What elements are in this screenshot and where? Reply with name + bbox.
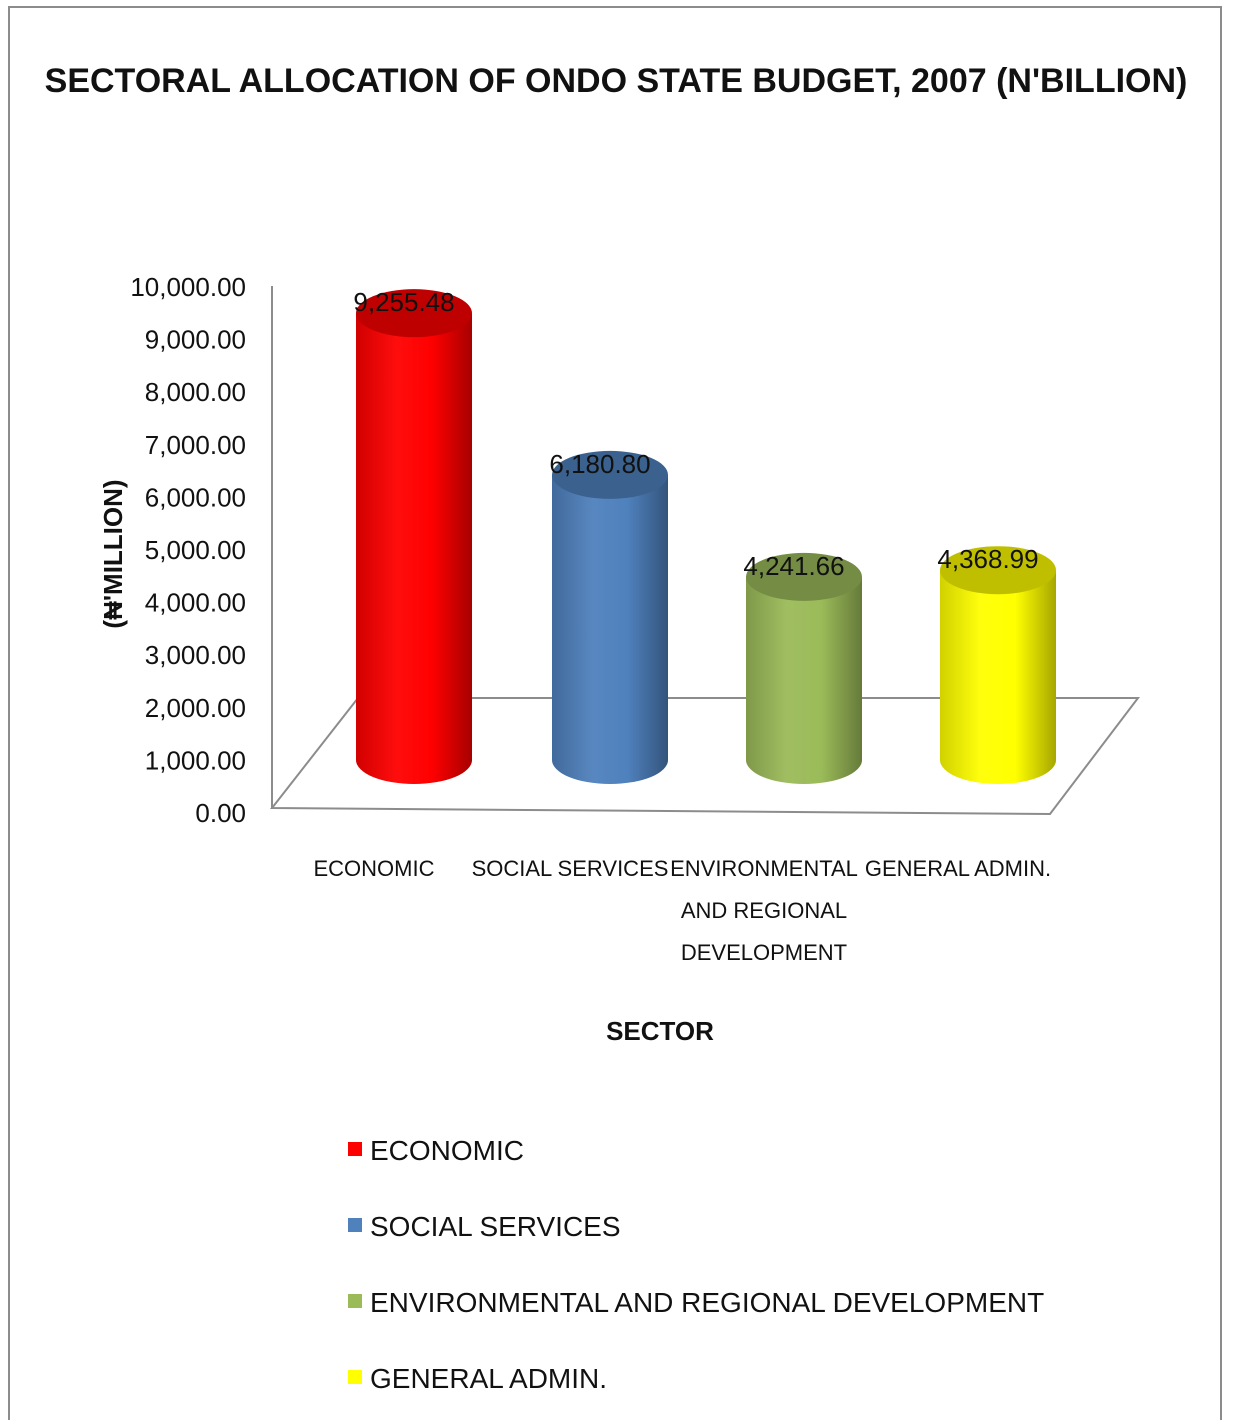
legend-swatch [348,1142,362,1156]
bar-top [940,546,1056,595]
y-tick-label: 6,000.00 [145,482,246,512]
bar-1 [552,450,668,784]
category-label: SOCIAL SERVICES [472,856,669,881]
y-tick-label: 2,000.00 [145,693,246,723]
bars [356,289,1056,784]
bar-top [552,450,668,499]
y-tick-label: 5,000.00 [145,535,246,565]
chart-canvas: SECTORAL ALLOCATION OF ONDO STATE BUDGET… [45,62,1188,1394]
bar-top [356,289,472,338]
data-label: 4,368.99 [937,544,1038,574]
y-axis-title: (₦'MILLION) [98,479,128,628]
y-tick-label: 4,000.00 [145,588,246,618]
y-tick-label: 10,000.00 [130,272,246,302]
legend-item: ECONOMIC [348,1135,524,1166]
chart-frame: SECTORAL ALLOCATION OF ONDO STATE BUDGET… [8,6,1222,1420]
legend-swatch [348,1218,362,1232]
bar-top [746,552,862,601]
y-tick-label: 8,000.00 [145,377,246,407]
data-labels: 9,255.48 6,180.80 4,241.66 4,368.99 [353,287,1038,581]
category-label: GENERAL ADMIN. [865,856,1051,881]
legend: ECONOMIC SOCIAL SERVICES ENVIRONMENTAL AND… [348,1135,1044,1394]
bar-body [356,313,472,784]
y-tick-label: 1,000.00 [145,745,246,775]
category-label: AND REGIONAL [681,898,847,923]
floor-outline [269,697,1141,816]
legend-item: GENERAL ADMIN. [348,1363,607,1394]
bar-body [552,474,668,784]
bar-2 [746,552,862,784]
bar-body [940,570,1056,784]
data-label: 6,180.80 [549,449,650,479]
legend-item: ENVIRONMENTAL AND REGIONAL DEVELOPMENT [348,1287,1044,1318]
bar-3 [940,546,1056,784]
legend-label: GENERAL ADMIN. [370,1363,607,1394]
legend-swatch [348,1370,362,1384]
y-tick-label: 9,000.00 [145,325,246,355]
category-label: ENVIRONMENTAL [670,856,858,881]
legend-item: SOCIAL SERVICES [348,1211,621,1242]
legend-label: ECONOMIC [370,1135,524,1166]
y-tick-label: 7,000.00 [145,430,246,460]
bar-body [746,576,862,784]
chart-floor [269,697,1141,816]
x-axis-title: SECTOR [606,1016,714,1046]
y-axis: 0.00 1,000.00 2,000.00 3,000.00 4,000.00 5,00… [130,272,273,828]
legend-swatch [348,1294,362,1308]
category-label: ECONOMIC [314,856,435,881]
y-tick-label: 3,000.00 [145,640,246,670]
chart-title: SECTORAL ALLOCATION OF ONDO STATE BUDGET… [45,62,1188,100]
category-label: DEVELOPMENT [681,940,847,965]
category-labels: ECONOMIC SOCIAL SERVICES ENVIRONMENTAL AND … [314,856,1052,965]
bar-0 [356,289,472,784]
legend-label: SOCIAL SERVICES [370,1211,621,1242]
y-tick-label: 0.00 [195,798,246,828]
data-label: 4,241.66 [743,551,844,581]
legend-label: ENVIRONMENTAL AND REGIONAL DEVELOPMENT [370,1287,1044,1318]
data-label: 9,255.48 [353,287,454,317]
